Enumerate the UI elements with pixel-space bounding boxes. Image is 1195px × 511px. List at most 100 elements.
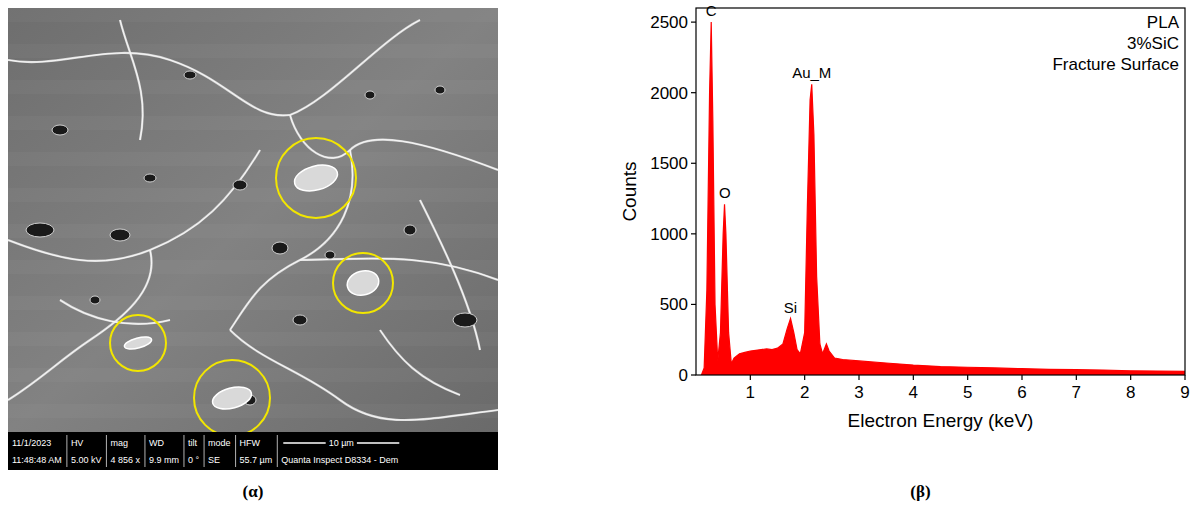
particle (292, 161, 341, 196)
y-axis-title: Counts (619, 161, 640, 221)
panel-label: (α) (243, 482, 264, 501)
ridge-highlight (120, 20, 143, 140)
ridge (230, 150, 353, 330)
pore (184, 71, 196, 79)
ridge-highlight (420, 200, 480, 350)
pore (404, 225, 416, 235)
x-tick-label: 3 (854, 383, 863, 402)
plot-frame (696, 8, 1185, 375)
info-header: mag (110, 438, 128, 448)
ridge (290, 115, 498, 170)
x-tick (967, 375, 968, 380)
info-divider (235, 435, 236, 467)
ridge (290, 20, 420, 115)
info-header: tilt (188, 438, 197, 448)
info-divider (204, 435, 205, 467)
band (8, 224, 498, 238)
title-line: Fracture Surface (1052, 55, 1179, 74)
pore (233, 180, 247, 190)
y-tick-label: 500 (660, 295, 688, 314)
ridge-highlight (230, 150, 353, 330)
scale-bar-label: 10 µm (329, 438, 354, 448)
peak-label: O (719, 184, 731, 201)
pore (26, 223, 54, 237)
scale-bar (357, 442, 399, 444)
info-value: 9.9 mm (149, 455, 179, 465)
info-bar (8, 432, 498, 470)
x-tick (1184, 375, 1185, 380)
x-tick (804, 375, 805, 380)
marker-circle (333, 253, 393, 313)
plot-area (701, 22, 1185, 375)
x-tick-label: 1 (746, 383, 755, 402)
band (8, 404, 498, 418)
ridge-highlight (8, 53, 290, 115)
ridge-highlight (290, 20, 420, 115)
y-tick (691, 233, 696, 234)
ridge (8, 150, 260, 261)
x-tick-label: 2 (800, 383, 809, 402)
ridge (8, 250, 152, 400)
peak-label: C (706, 2, 717, 19)
panel-label: (β) (910, 482, 930, 501)
pore (365, 91, 375, 99)
ridge-highlight (290, 115, 498, 170)
y-tick-label: 1000 (650, 225, 688, 244)
peak-label: Au_M (792, 64, 831, 81)
pore (435, 86, 445, 94)
x-tick (1021, 375, 1022, 380)
info-divider (183, 435, 184, 467)
x-tick (1130, 375, 1131, 380)
x-tick (858, 375, 859, 380)
info-value: Quanta Inspect D8334 - Dem (281, 455, 398, 465)
x-tick (913, 375, 914, 380)
x-tick-label: 5 (963, 383, 972, 402)
y-tick (691, 92, 696, 93)
y-tick-label: 2000 (650, 84, 688, 103)
pore (110, 229, 130, 241)
info-value: 11:48:48 AM (12, 455, 62, 465)
marker-circle (276, 138, 356, 218)
band (8, 188, 498, 202)
x-tick-label: 6 (1017, 383, 1026, 402)
x-tick-label: 8 (1126, 383, 1135, 402)
band (8, 116, 498, 130)
ridge (420, 200, 480, 350)
info-value: 55.7 µm (240, 455, 273, 465)
y-tick (691, 22, 696, 23)
x-tick (750, 375, 751, 380)
info-value: SE (208, 455, 220, 465)
particle (123, 335, 153, 352)
ridge (120, 20, 143, 140)
info-header: HV (71, 438, 84, 448)
pore (325, 251, 335, 259)
ridge-highlight (380, 330, 460, 395)
ridge (8, 53, 290, 115)
y-tick (691, 304, 696, 305)
band (8, 8, 498, 22)
info-divider (277, 435, 278, 467)
y-tick-label: 0 (679, 366, 688, 385)
micrograph (8, 8, 498, 432)
ridge-highlight (300, 258, 498, 280)
pore (453, 313, 477, 327)
info-divider (144, 435, 145, 467)
scale-bar (283, 442, 325, 444)
x-tick-label: 9 (1180, 383, 1189, 402)
info-divider (106, 435, 107, 467)
band (8, 152, 498, 166)
pore (293, 315, 307, 325)
micrograph-ground (8, 8, 498, 432)
marker-circle (194, 360, 270, 432)
particle (210, 383, 254, 413)
x-tick-label: 7 (1072, 383, 1081, 402)
pore (272, 242, 288, 254)
pore (90, 296, 100, 304)
pore (144, 174, 156, 182)
info-divider (66, 435, 67, 467)
title-line: PLA (1147, 13, 1180, 32)
x-axis-title: Electron Energy (keV) (848, 410, 1034, 431)
particle (344, 267, 381, 298)
band (8, 80, 498, 94)
info-value: 4 856 x (110, 455, 140, 465)
